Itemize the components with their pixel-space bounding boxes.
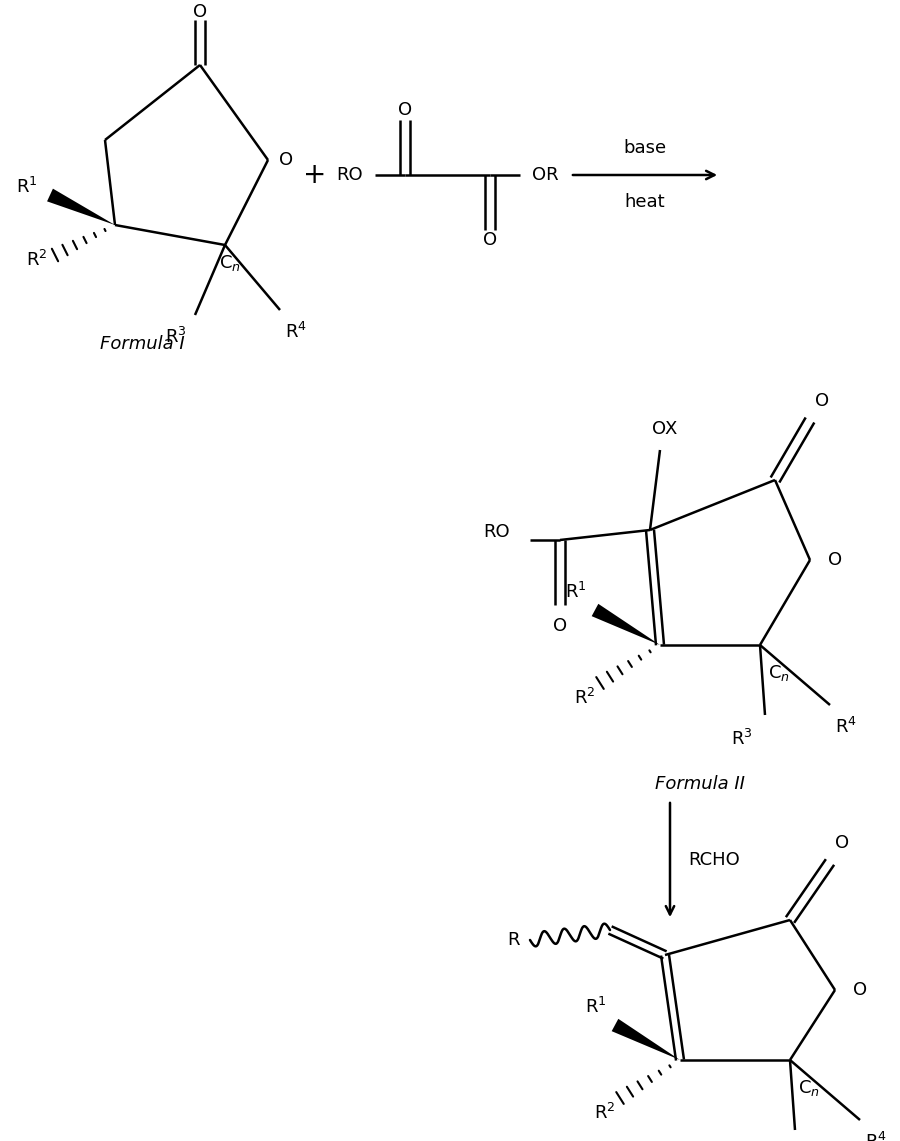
Text: RO: RO [337, 165, 364, 184]
Text: OX: OX [652, 420, 678, 438]
Text: O: O [853, 981, 867, 1000]
Polygon shape [612, 1019, 680, 1060]
Text: Formula I: Formula I [100, 335, 184, 353]
Text: +: + [303, 161, 327, 189]
Text: RCHO: RCHO [688, 851, 740, 869]
Text: Formula II: Formula II [655, 775, 745, 793]
Text: base: base [624, 139, 667, 157]
Text: O: O [835, 834, 849, 852]
Polygon shape [591, 604, 660, 645]
Text: R$^1$: R$^1$ [565, 582, 587, 602]
Text: R$^1$: R$^1$ [585, 997, 607, 1017]
Text: R$^4$: R$^4$ [835, 717, 857, 737]
Text: RO: RO [483, 523, 510, 541]
Text: R$^3$: R$^3$ [732, 729, 753, 750]
Text: O: O [193, 3, 207, 21]
Text: R$^4$: R$^4$ [865, 1132, 886, 1141]
Text: C$_n$: C$_n$ [219, 253, 241, 273]
Text: O: O [398, 102, 412, 119]
Text: R$^2$: R$^2$ [594, 1103, 615, 1123]
Text: R: R [508, 931, 520, 949]
Text: R$^2$: R$^2$ [573, 688, 595, 709]
Text: OR: OR [532, 165, 558, 184]
Text: C$_n$: C$_n$ [798, 1078, 820, 1098]
Text: C$_n$: C$_n$ [768, 663, 790, 683]
Text: O: O [828, 551, 842, 569]
Text: R$^4$: R$^4$ [285, 322, 307, 342]
Text: heat: heat [625, 193, 665, 211]
Polygon shape [47, 188, 115, 225]
Text: R$^1$: R$^1$ [16, 177, 38, 197]
Text: O: O [279, 151, 293, 169]
Text: O: O [483, 230, 497, 249]
Text: O: O [553, 617, 567, 636]
Text: R$^2$: R$^2$ [25, 250, 47, 270]
Text: O: O [815, 393, 829, 410]
Text: R$^3$: R$^3$ [166, 327, 187, 347]
